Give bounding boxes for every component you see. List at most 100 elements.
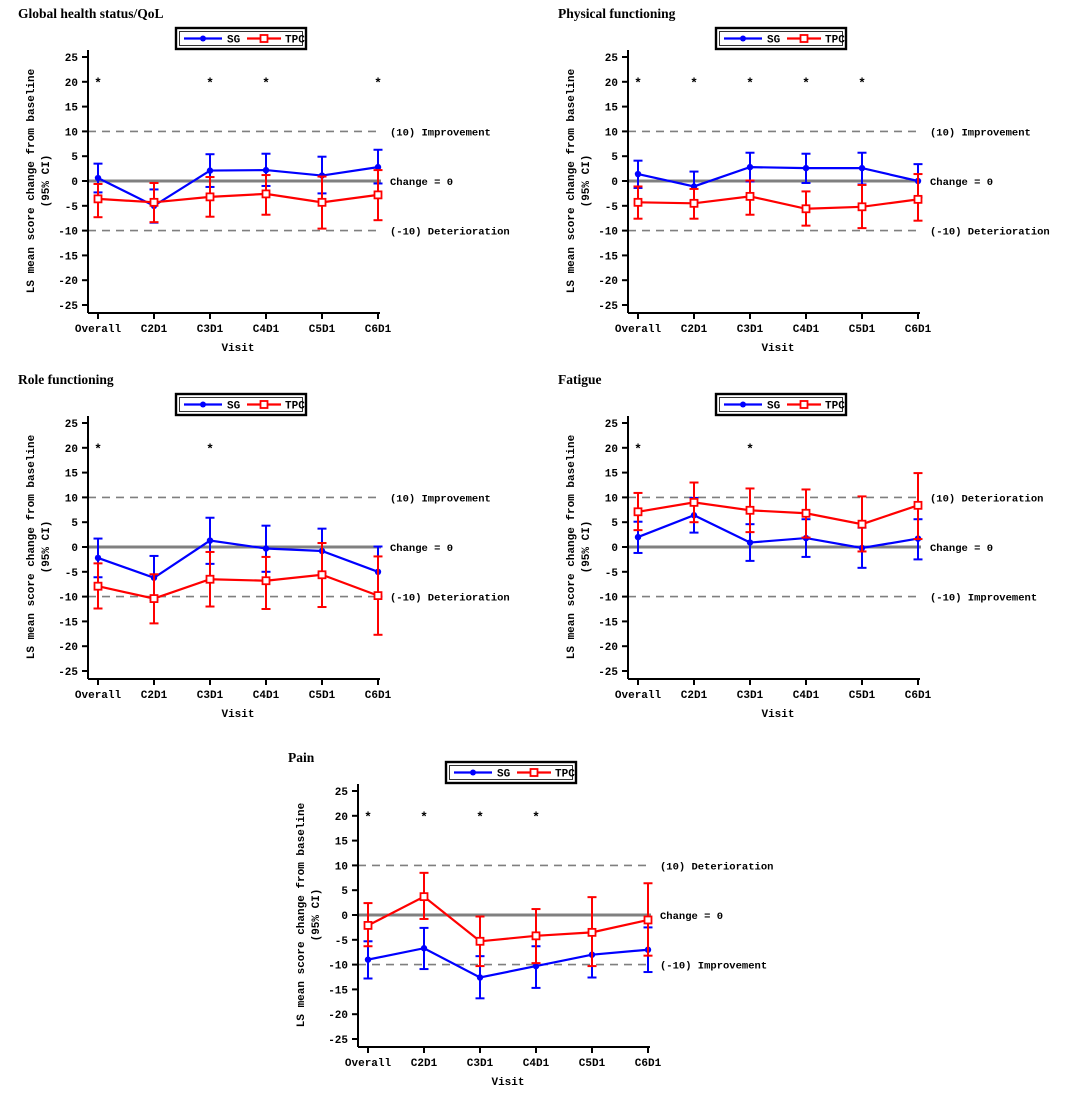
series-sg xyxy=(633,496,923,569)
x-tick-label: C6D1 xyxy=(635,1058,662,1070)
lower-ref-label: (-10) Improvement xyxy=(930,593,1037,605)
data-point-filled-circle xyxy=(206,537,214,544)
data-point-filled-circle xyxy=(374,163,382,171)
x-tick-label: C2D1 xyxy=(681,690,708,702)
significance-asterisk: * xyxy=(206,76,214,91)
legend-label-tpc: TPC xyxy=(555,769,575,781)
panel-title-global-health: Global health status/QoL xyxy=(18,6,164,21)
y-tick-label: 20 xyxy=(65,444,78,456)
x-axis-title: Visit xyxy=(221,343,254,355)
reference-lines xyxy=(88,130,381,232)
series-tpc xyxy=(633,472,923,553)
x-axis-title: Visit xyxy=(761,343,794,355)
legend-label-sg: SG xyxy=(767,401,781,413)
y-tick-label: -10 xyxy=(58,227,78,239)
x-tick-label: C6D1 xyxy=(905,324,932,336)
x-tick-label: Overall xyxy=(345,1058,392,1070)
legend-marker-sg xyxy=(470,769,476,776)
y-tick-label: -5 xyxy=(605,202,619,214)
x-tick-label: C3D1 xyxy=(197,690,224,702)
x-tick-label: C6D1 xyxy=(365,690,392,702)
data-point-filled-circle xyxy=(634,170,642,178)
zero-ref-label: Change = 0 xyxy=(390,177,453,189)
zero-ref-label: Change = 0 xyxy=(660,911,723,923)
y-tick-label: -20 xyxy=(58,276,78,288)
x-tick-label: C4D1 xyxy=(253,324,280,336)
y-tick-label: -5 xyxy=(605,568,619,580)
series-sg xyxy=(633,151,923,202)
y-tick-label: 25 xyxy=(605,53,619,65)
x-tick-label: C5D1 xyxy=(309,690,336,702)
panel-physical-functioning: Physical functioning 25 20 15 10 5 0 -5 -10 -15 -… xyxy=(540,0,1080,360)
panel-title-fatigue: Fatigue xyxy=(558,372,602,387)
panel-global-health-status: Global health status/QoL 25 20 15 10 5 0 -5 -10… xyxy=(0,0,540,360)
chart-fatigue: 25 20 15 10 5 0 -5 -10 -15 -20 -25 Overall C2D1 C3D1 C… xyxy=(566,392,1043,721)
y-tick-label: -20 xyxy=(58,642,78,654)
axes xyxy=(622,416,920,685)
y-tick-label: 15 xyxy=(65,469,79,481)
chart-global-health-status: 25 20 15 10 5 0 -5 -10 -15 -20 -25 Overall C2D1 C3D1 C… xyxy=(26,26,510,355)
data-point-open-square xyxy=(689,198,699,208)
data-point-open-square xyxy=(261,189,271,199)
legend-marker-tpc xyxy=(259,400,269,409)
reference-lines xyxy=(358,864,651,966)
y-tick-label: -15 xyxy=(598,251,618,263)
legend: SG TPC xyxy=(174,392,308,417)
x-tick-label: C2D1 xyxy=(141,324,168,336)
y-tick-label: 0 xyxy=(611,543,618,555)
x-tick-label: C3D1 xyxy=(467,1058,494,1070)
significance-asterisk: * xyxy=(802,76,810,91)
y-tick-label: -10 xyxy=(598,593,618,605)
data-point-open-square xyxy=(913,194,923,204)
significance-asterisk: * xyxy=(94,76,102,91)
x-tick-label: C2D1 xyxy=(411,1058,438,1070)
legend: SG TPC xyxy=(174,26,308,51)
x-tick-label: C3D1 xyxy=(197,324,224,336)
data-point-open-square xyxy=(93,194,103,204)
series-tpc xyxy=(93,169,383,230)
data-point-open-square xyxy=(149,594,159,603)
data-point-open-square xyxy=(689,497,699,507)
legend-marker-tpc xyxy=(529,768,539,777)
y-tick-label: 10 xyxy=(605,493,618,505)
legend-label-tpc: TPC xyxy=(285,401,305,413)
y-tick-label: 20 xyxy=(605,78,618,90)
y-tick-label: 5 xyxy=(71,518,78,530)
significance-asterisk: * xyxy=(690,76,698,91)
y-tick-label: -10 xyxy=(328,961,348,973)
y-tick-label: -20 xyxy=(598,276,618,288)
x-tick-label: Overall xyxy=(615,690,662,702)
y-tick-label: -25 xyxy=(58,667,78,679)
y-tick-label: -15 xyxy=(58,617,78,629)
y-tick-label: 5 xyxy=(341,886,348,898)
x-tick-label: Overall xyxy=(75,324,122,336)
significance-asterisk: * xyxy=(532,810,540,825)
data-point-open-square xyxy=(633,507,643,517)
x-tick-label: C3D1 xyxy=(737,690,764,702)
chart-physical-functioning: 25 20 15 10 5 0 -5 -10 -15 -20 -25 Overall C2D1 C3D1 C… xyxy=(566,26,1050,355)
y-tick-label: 15 xyxy=(605,103,619,115)
data-point-filled-circle xyxy=(206,167,214,174)
x-tick-label: C4D1 xyxy=(793,690,820,702)
legend-marker-sg xyxy=(740,401,746,408)
significance-asterisk: * xyxy=(94,442,102,457)
x-tick-label: C2D1 xyxy=(681,324,708,336)
series-tpc xyxy=(363,871,653,968)
y-tick-label: -5 xyxy=(65,202,79,214)
significance-asterisk: * xyxy=(634,442,642,457)
legend: SG TPC xyxy=(714,26,848,51)
data-point-open-square xyxy=(745,191,755,201)
upper-ref-label: (10) Deterioration xyxy=(930,493,1043,505)
data-point-open-square xyxy=(317,197,327,207)
upper-ref-label: (10) Improvement xyxy=(390,127,491,139)
legend-label-tpc: TPC xyxy=(285,35,305,47)
data-point-filled-circle xyxy=(262,545,270,552)
y-axis-title-line2: (95% CI) xyxy=(311,889,323,942)
data-point-open-square xyxy=(261,576,271,586)
data-point-filled-circle xyxy=(634,533,642,541)
y-tick-label: 25 xyxy=(65,53,79,65)
data-point-open-square xyxy=(857,202,867,212)
panel-title-role-functioning: Role functioning xyxy=(18,372,114,387)
x-tick-label: C5D1 xyxy=(579,1058,606,1070)
